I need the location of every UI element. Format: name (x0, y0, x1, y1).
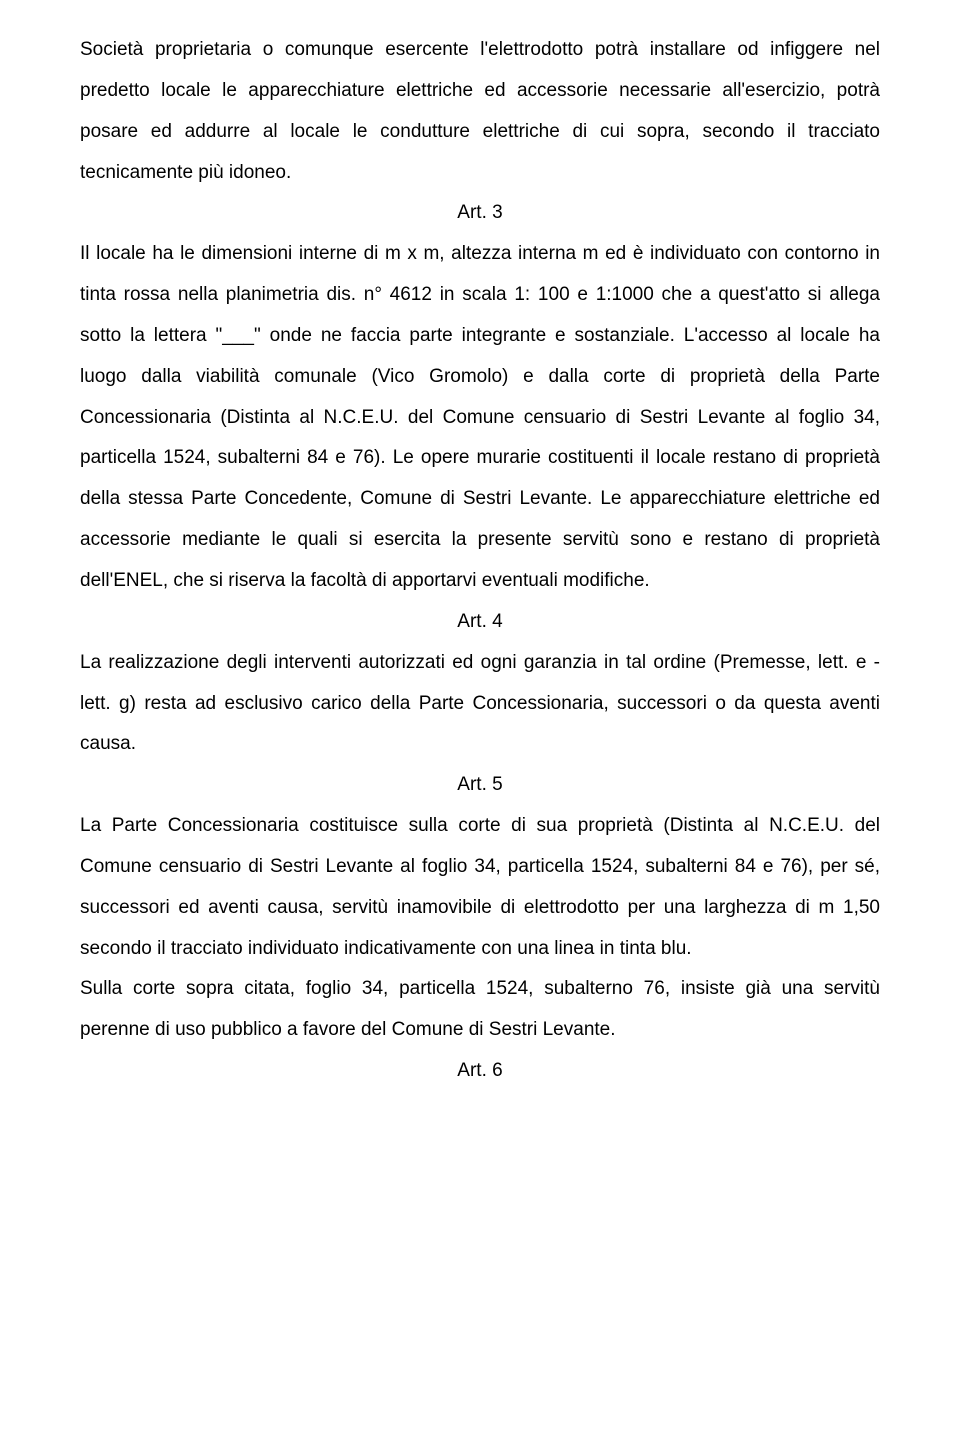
paragraph-intro: Società proprietaria o comunque esercent… (80, 30, 880, 193)
paragraph-art5-body-2: Sulla corte sopra citata, foglio 34, par… (80, 969, 880, 1051)
heading-art-5: Art. 5 (80, 765, 880, 806)
heading-art-4: Art. 4 (80, 602, 880, 643)
paragraph-art4-body: La realizzazione degli interventi autori… (80, 643, 880, 766)
heading-art-3: Art. 3 (80, 193, 880, 234)
paragraph-art3-body: Il locale ha le dimensioni interne di m … (80, 234, 880, 602)
paragraph-art5-body-1: La Parte Concessionaria costituisce sull… (80, 806, 880, 969)
heading-art-6: Art. 6 (80, 1051, 880, 1092)
document-page: Società proprietaria o comunque esercent… (0, 0, 960, 1431)
